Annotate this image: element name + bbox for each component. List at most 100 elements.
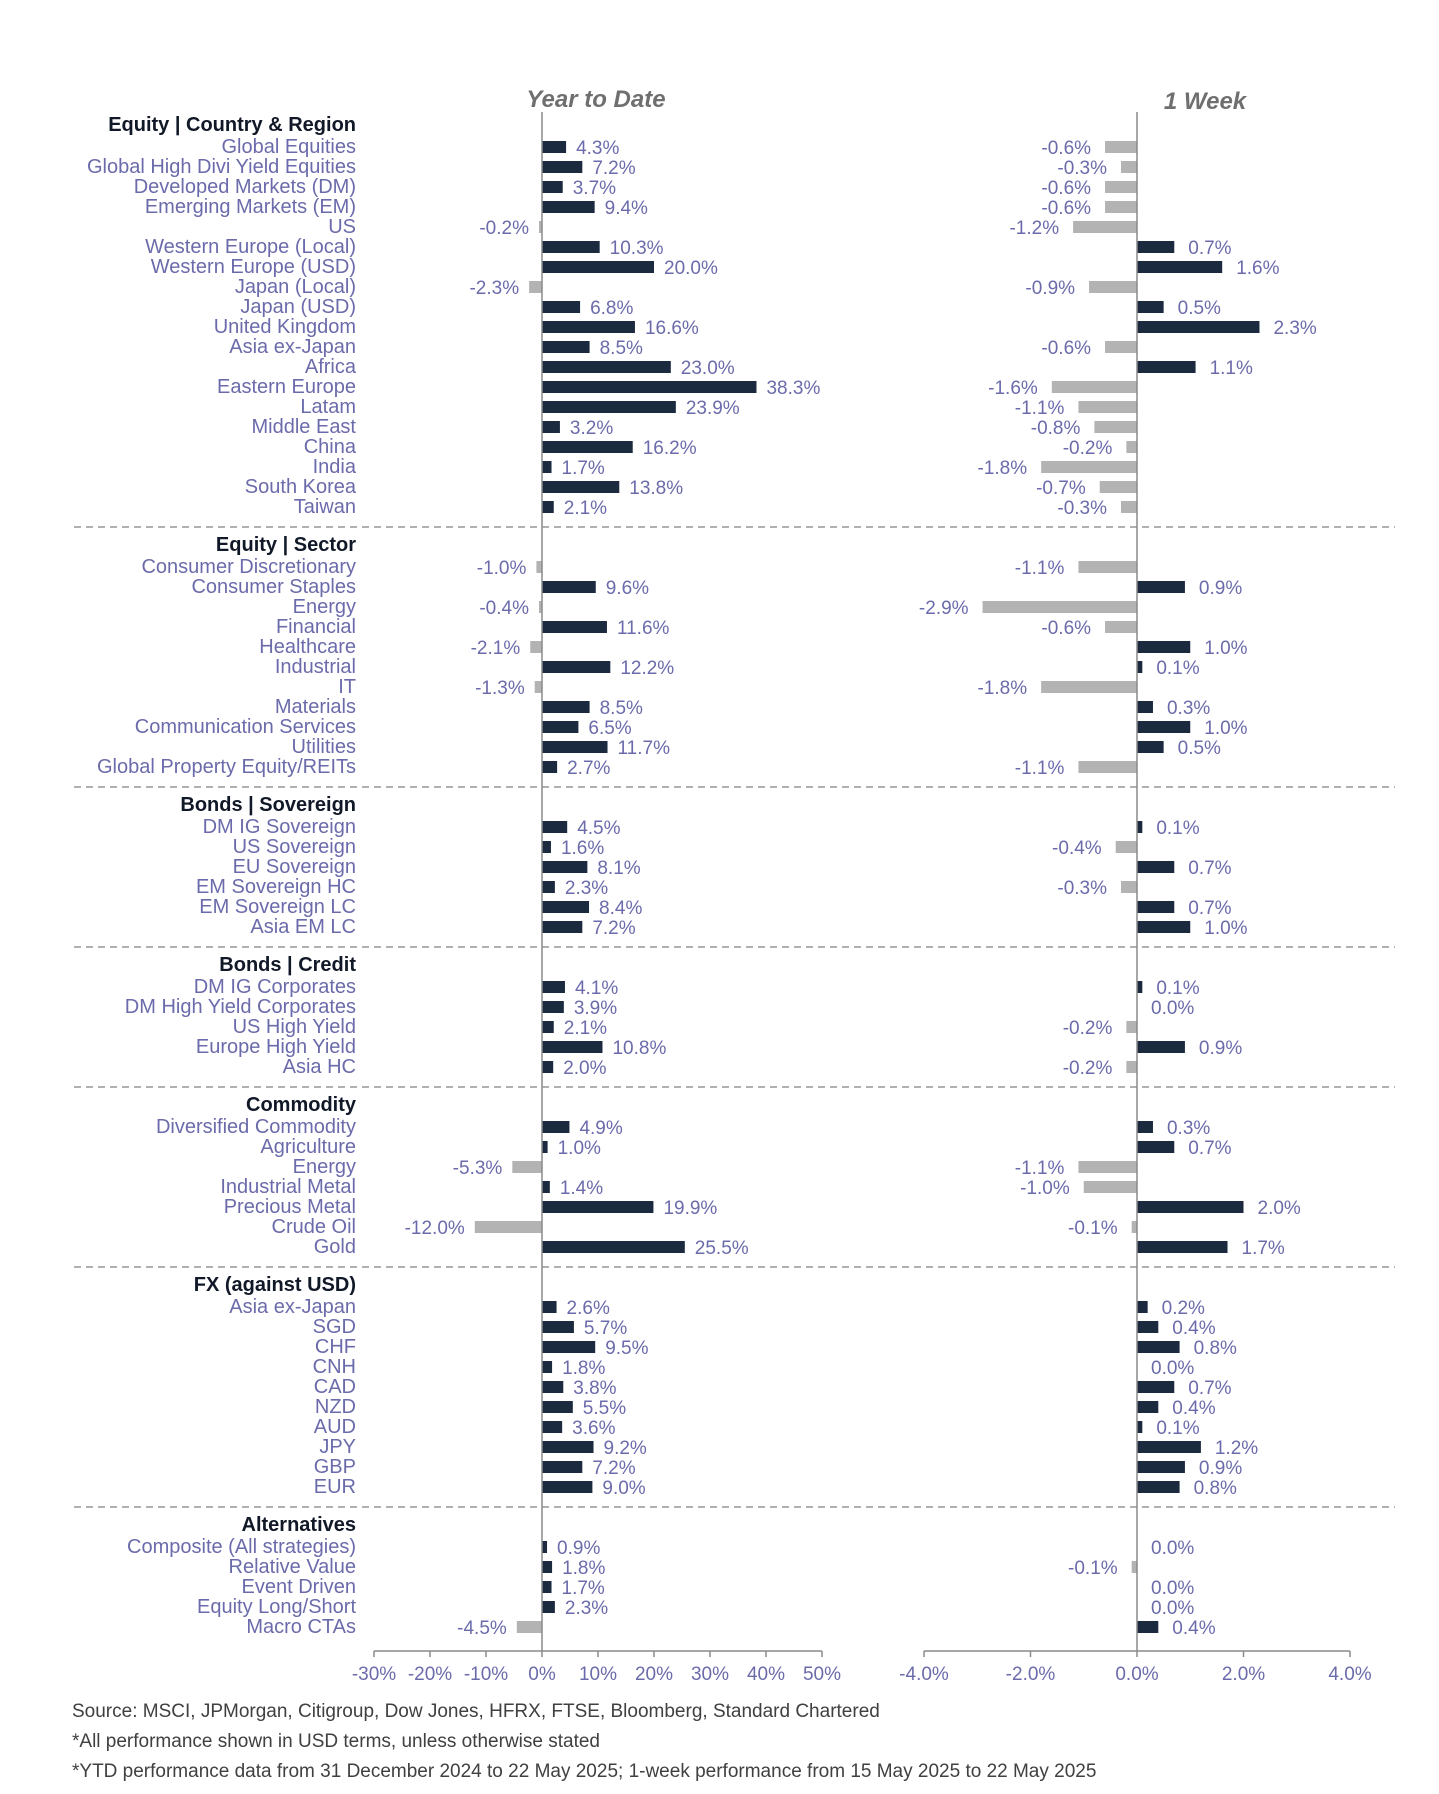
ytd-value-label: 9.2% bbox=[604, 1438, 647, 1459]
ytd-value-label: -2.1% bbox=[471, 638, 521, 659]
row-label: Energy bbox=[293, 1156, 356, 1178]
ytd-bar bbox=[542, 1341, 596, 1353]
ytd-value-label: 20.0% bbox=[664, 258, 718, 279]
week-value-label: 1.2% bbox=[1215, 1438, 1258, 1459]
week-value-label: 0.1% bbox=[1156, 818, 1199, 839]
week-value-label: -1.6% bbox=[988, 378, 1038, 399]
ytd-bar bbox=[542, 1601, 555, 1613]
week-value-label: -1.1% bbox=[1015, 558, 1065, 579]
row-label: Asia ex-Japan bbox=[229, 336, 356, 358]
ytd-value-label: 3.2% bbox=[570, 418, 613, 439]
week-bar bbox=[1073, 221, 1137, 233]
ytd-value-label: 9.5% bbox=[605, 1338, 648, 1359]
ytd-bar bbox=[542, 1541, 548, 1553]
ytd-bar bbox=[539, 601, 542, 613]
group-header: Bonds | Sovereign bbox=[180, 794, 356, 816]
ytd-bar bbox=[542, 421, 560, 433]
ytd-value-label: 7.2% bbox=[592, 1458, 635, 1479]
ytd-bar bbox=[530, 641, 542, 653]
row-label: Asia HC bbox=[283, 1056, 356, 1078]
ytd-value-label: 38.3% bbox=[766, 378, 820, 399]
ytd-value-label: 4.9% bbox=[579, 1118, 622, 1139]
row-label: United Kingdom bbox=[214, 316, 356, 338]
ytd-value-label: -2.3% bbox=[469, 278, 519, 299]
week-value-label: -0.4% bbox=[1052, 838, 1102, 859]
week-value-label: 2.3% bbox=[1273, 318, 1316, 339]
week-bar bbox=[1137, 1301, 1148, 1313]
ytd-value-label: 16.2% bbox=[643, 438, 697, 459]
ytd-value-label: 5.5% bbox=[583, 1398, 626, 1419]
week-value-label: 0.8% bbox=[1194, 1478, 1237, 1499]
row-label: Western Europe (Local) bbox=[145, 236, 356, 258]
axes: -30% -20% -10% 0% 10% 20% 30% 40% 50% -4.0% -2.0% 0… bbox=[352, 112, 1372, 1685]
row-label: EUR bbox=[314, 1476, 356, 1498]
ytd-value-label: 25.5% bbox=[695, 1238, 749, 1259]
group-header: Bonds | Credit bbox=[219, 954, 356, 976]
week-bar bbox=[1078, 761, 1137, 773]
week-value-label: -1.8% bbox=[978, 458, 1028, 479]
ytd-value-label: 1.7% bbox=[562, 458, 605, 479]
row-label: Latam bbox=[300, 396, 356, 418]
ytd-value-label: 0.9% bbox=[557, 1538, 600, 1559]
ytd-bar bbox=[534, 681, 542, 693]
ytd-bar bbox=[542, 841, 551, 853]
week-value-label: -0.2% bbox=[1063, 1058, 1113, 1079]
ytd-bar bbox=[542, 161, 583, 173]
ytd-value-label: 6.8% bbox=[590, 298, 633, 319]
ytd-bar bbox=[542, 1401, 573, 1413]
ytd-bar bbox=[542, 921, 583, 933]
ytd-value-label: 7.2% bbox=[592, 158, 635, 179]
row-label: Utilities bbox=[292, 736, 356, 758]
ytd-bar bbox=[542, 441, 633, 453]
week-bar bbox=[1137, 1201, 1244, 1213]
week-value-label: 2.0% bbox=[1258, 1198, 1301, 1219]
row-label: SGD bbox=[313, 1316, 356, 1338]
week-value-label: -0.9% bbox=[1025, 278, 1075, 299]
ytd-bar bbox=[542, 481, 620, 493]
row-label: Precious Metal bbox=[224, 1196, 356, 1218]
ytd-value-label: 1.0% bbox=[558, 1138, 601, 1159]
row-label: Europe High Yield bbox=[196, 1036, 356, 1058]
ytd-tick-label: 0% bbox=[528, 1664, 556, 1685]
ytd-bar bbox=[542, 1561, 553, 1573]
week-tick-label: 0.0% bbox=[1115, 1664, 1158, 1685]
ytd-bar bbox=[542, 621, 607, 633]
ytd-value-label: 23.9% bbox=[686, 398, 740, 419]
ytd-bar bbox=[542, 201, 595, 213]
week-bar bbox=[1137, 581, 1185, 593]
week-bar bbox=[1137, 1321, 1159, 1333]
row-label: Communication Services bbox=[135, 716, 356, 738]
week-bar bbox=[1137, 1621, 1159, 1633]
ytd-value-label: 12.2% bbox=[620, 658, 674, 679]
week-bar bbox=[1137, 861, 1175, 873]
row-label: Japan (Local) bbox=[235, 276, 356, 298]
ytd-bar bbox=[542, 241, 600, 253]
week-value-label: -1.1% bbox=[1015, 398, 1065, 419]
row-label: Asia EM LC bbox=[250, 916, 356, 938]
row-label: Macro CTAs bbox=[246, 1616, 356, 1638]
ytd-value-label: 11.7% bbox=[618, 738, 671, 759]
ytd-bar bbox=[542, 1321, 574, 1333]
usd-terms-note: *All performance shown in USD terms, unl… bbox=[72, 1731, 601, 1752]
week-bar bbox=[1105, 341, 1137, 353]
ytd-value-label: 5.7% bbox=[584, 1318, 627, 1339]
ytd-value-label: 4.3% bbox=[576, 138, 619, 159]
week-value-label: -1.8% bbox=[978, 678, 1028, 699]
ytd-value-label: 9.0% bbox=[602, 1478, 645, 1499]
week-bar bbox=[1083, 1181, 1137, 1193]
ytd-bar bbox=[542, 181, 563, 193]
week-value-label: -0.3% bbox=[1057, 878, 1107, 899]
week-bar bbox=[1105, 181, 1137, 193]
week-bar bbox=[1115, 841, 1137, 853]
row-label: Diversified Commodity bbox=[156, 1116, 356, 1138]
ytd-bar bbox=[542, 1061, 554, 1073]
week-value-label: 0.0% bbox=[1151, 1578, 1194, 1599]
row-label: Global High Divi Yield Equities bbox=[87, 156, 356, 178]
week-panel-title: 1 Week bbox=[1164, 88, 1248, 115]
ytd-bar bbox=[474, 1221, 542, 1233]
week-tick-label: -4.0% bbox=[899, 1664, 949, 1685]
row-label: Consumer Discretionary bbox=[141, 556, 356, 578]
ytd-value-label: -5.3% bbox=[453, 1158, 503, 1179]
row-label: Materials bbox=[275, 696, 356, 718]
week-bar bbox=[1131, 1221, 1137, 1233]
